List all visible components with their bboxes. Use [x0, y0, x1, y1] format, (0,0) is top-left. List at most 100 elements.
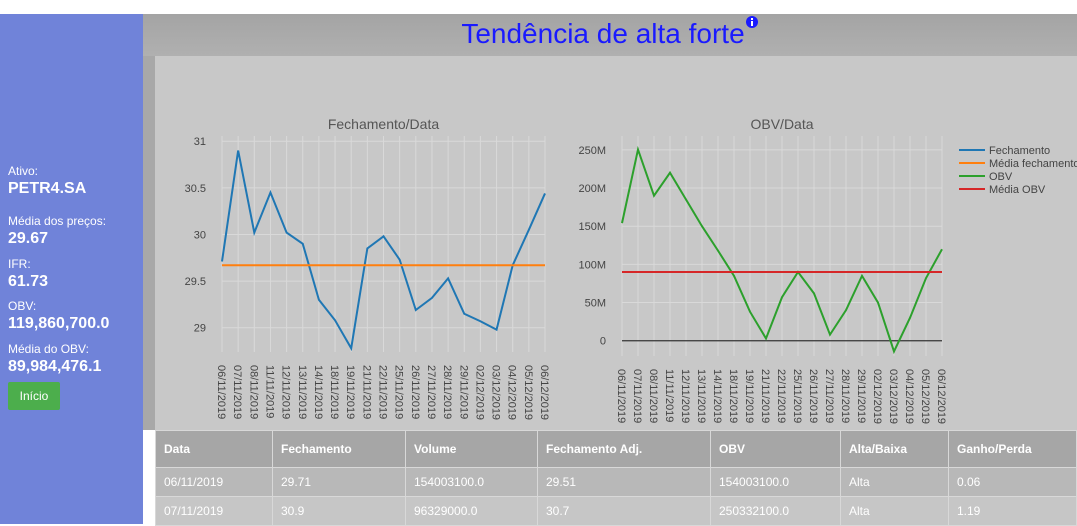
sidebar: Ativo: PETR4.SA Média dos preços: 29.67 IFR:…: [0, 14, 143, 524]
y-tick-label: 150M: [578, 221, 606, 233]
x-tick-label: 02/12/2019: [473, 365, 485, 420]
x-tick-label: 21/11/2019: [759, 369, 771, 423]
x-tick-label: 03/12/2019: [490, 365, 502, 420]
table-cell: 29.71: [272, 467, 406, 497]
table-cell: 07/11/2019: [155, 496, 273, 526]
y-tick-label: 31: [194, 136, 206, 148]
x-tick-label: 25/11/2019: [791, 369, 803, 423]
table-cell: Alta: [840, 467, 949, 497]
y-tick-label: 30.5: [185, 183, 206, 195]
x-tick-label: 21/11/2019: [360, 365, 372, 419]
x-tick-label: 11/11/2019: [663, 369, 675, 422]
table-cell: 06/11/2019: [155, 467, 273, 497]
column-header: Fechamento: [272, 430, 406, 468]
y-tick-label: 29: [194, 323, 206, 335]
table-row: 07/11/2019 30.9 96329000.0 30.7 250332100.0 A…: [155, 496, 1077, 526]
x-tick-label: 14/11/2019: [312, 365, 324, 419]
table-cell: 30.7: [537, 496, 711, 526]
table-cell: 29.51: [537, 467, 711, 497]
field-label: Média dos preços:: [8, 214, 107, 228]
x-tick-label: 27/11/2019: [823, 369, 835, 423]
legend-label: Fechamento: [989, 145, 1050, 157]
charts: Fechamento/Data 06/11/2019 07/11/2019 08/11…: [155, 56, 1077, 430]
x-tick-label: 19/11/2019: [743, 369, 755, 423]
column-header: Fechamento Adj.: [537, 430, 711, 468]
field-label: IFR:: [8, 257, 31, 271]
table-header-row: Data Fechamento Volume Fechamento Adj. OBV Al…: [155, 430, 1077, 468]
x-tick-label: 06/11/2019: [215, 365, 227, 419]
x-tick-label: 29/11/2019: [855, 369, 867, 423]
chart-title: OBV/Data: [750, 116, 813, 132]
x-tick-label: 22/11/2019: [377, 365, 389, 419]
field-value: 89,984,476.1: [8, 358, 102, 375]
table-cell: 0.06: [948, 467, 1077, 497]
x-tick-label: 28/11/2019: [839, 369, 851, 423]
series-line: [221, 150, 546, 352]
legend-label: Média OBV: [989, 184, 1046, 196]
table-row: 06/11/2019 29.71 154003100.0 29.51 154003100…: [155, 467, 1077, 497]
data-table: Data Fechamento Volume Fechamento Adj. OBV Al…: [155, 430, 1077, 526]
x-tick-label: 05/12/2019: [522, 365, 534, 420]
x-tick-label: 12/11/2019: [280, 365, 292, 419]
x-tick-label: 11/11/2019: [263, 365, 275, 418]
field-value: 29.67: [8, 230, 49, 247]
x-tick-label: 18/11/2019: [328, 365, 340, 419]
table-cell: 250332100.0: [710, 496, 841, 526]
field-label: Média do OBV:: [8, 342, 89, 356]
page-title: Tendência de alta forte: [461, 18, 745, 49]
x-tick-label: 07/11/2019: [231, 365, 243, 419]
x-tick-label: 25/11/2019: [393, 365, 405, 419]
x-tick-label: 29/11/2019: [457, 365, 469, 419]
field-value: PETR4.SA: [8, 180, 87, 197]
y-tick-label: 29.5: [185, 276, 206, 288]
home-button[interactable]: Início: [8, 382, 60, 410]
x-tick-label: 06/12/2019: [538, 365, 550, 420]
header: Tendência de alta forte: [143, 14, 1077, 56]
x-tick-label: 07/11/2019: [631, 369, 643, 423]
table-cell: 96329000.0: [405, 496, 538, 526]
x-tick-label: 14/11/2019: [711, 369, 723, 423]
x-tick-label: 08/11/2019: [247, 365, 259, 419]
y-tick-label: 30: [194, 229, 206, 241]
x-tick-label: 06/11/2019: [615, 369, 627, 423]
series-line: [621, 145, 943, 355]
y-tick-label: 200M: [578, 183, 606, 195]
x-tick-label: 13/11/2019: [695, 369, 707, 423]
field-label: Ativo:: [8, 164, 39, 178]
x-tick-label: 04/12/2019: [903, 369, 915, 424]
x-tick-label: 26/11/2019: [807, 369, 819, 423]
x-tick-label: 04/12/2019: [506, 365, 518, 420]
field-value: 119,860,700.0: [8, 315, 110, 332]
column-header: Data: [155, 430, 273, 468]
table-cell: Alta: [840, 496, 949, 526]
legend-label: OBV: [989, 171, 1013, 183]
legend-label: Média fechamento: [989, 158, 1077, 170]
x-tick-label: 18/11/2019: [727, 369, 739, 423]
table-cell: 154003100.0: [710, 467, 841, 497]
table-cell: 154003100.0: [405, 467, 538, 497]
x-tick-label: 05/12/2019: [919, 369, 931, 424]
x-tick-label: 19/11/2019: [344, 365, 356, 419]
x-tick-label: 02/12/2019: [871, 369, 883, 424]
table-cell: 30.9: [272, 496, 406, 526]
info-icon[interactable]: [745, 15, 759, 29]
y-tick-label: 0: [600, 336, 606, 348]
x-tick-label: 22/11/2019: [775, 369, 787, 423]
x-tick-label: 03/12/2019: [887, 369, 899, 424]
column-header: Alta/Baixa: [840, 430, 949, 468]
column-header: OBV: [710, 430, 841, 468]
y-tick-label: 250M: [578, 145, 606, 157]
field-value: 61.73: [8, 273, 49, 290]
y-tick-label: 50M: [585, 298, 606, 310]
field-label: OBV:: [8, 299, 37, 313]
x-tick-label: 28/11/2019: [441, 365, 453, 419]
y-tick-label: 100M: [578, 259, 606, 271]
x-tick-label: 26/11/2019: [409, 365, 421, 419]
chart-title: Fechamento/Data: [328, 116, 439, 132]
column-header: Volume: [405, 430, 538, 468]
x-tick-label: 08/11/2019: [647, 369, 659, 423]
chart-bg: [155, 56, 1077, 430]
x-tick-label: 12/11/2019: [679, 369, 691, 423]
column-header: Ganho/Perda: [948, 430, 1077, 468]
